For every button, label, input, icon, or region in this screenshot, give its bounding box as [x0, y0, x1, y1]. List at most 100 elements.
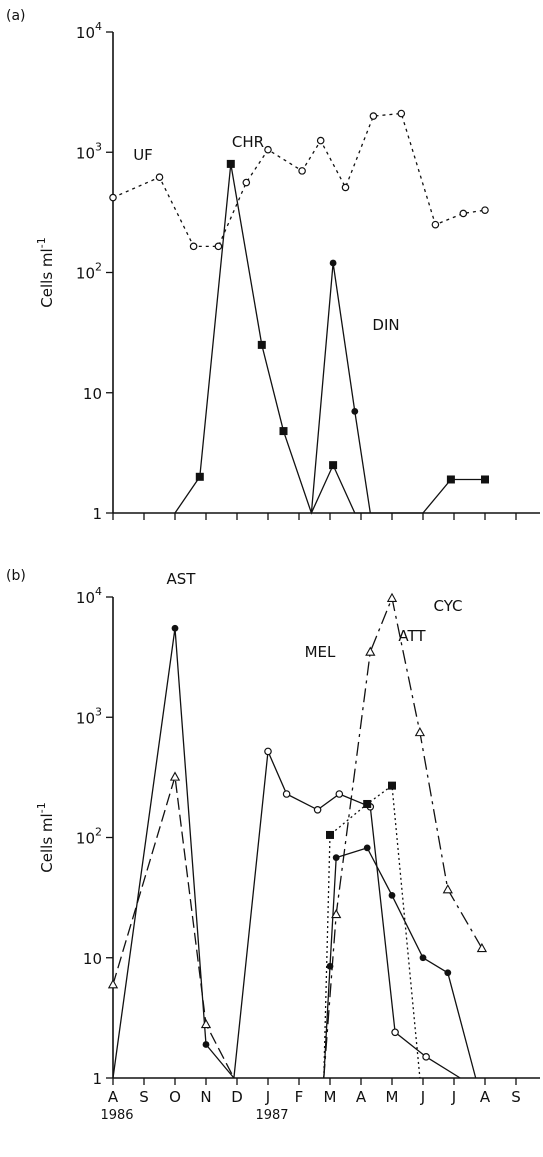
series-uf: UF [109, 109, 489, 251]
series-unnamed-4-point [419, 954, 427, 962]
series-uf-point [369, 112, 378, 120]
series-din-point [351, 407, 359, 415]
x-tick-label: J [451, 1088, 456, 1106]
series-cyc-point [365, 646, 376, 656]
series-att-point [388, 781, 396, 790]
series-uf-point [264, 145, 272, 154]
series-mel-point [335, 790, 344, 798]
series-mel-label: MEL [305, 643, 336, 661]
series-chr-point [195, 472, 204, 481]
y-tick-label: 103 [76, 140, 102, 162]
y-tick-label: 1 [92, 505, 102, 523]
series-uf-point [481, 206, 489, 214]
series-cyc-point [442, 884, 453, 894]
series-ast-point [171, 624, 179, 632]
x-tick-label: O [169, 1088, 181, 1106]
series-cyc: CYC [323, 592, 488, 1079]
x-tick-label: J [265, 1088, 270, 1106]
series-chr-point [329, 461, 338, 470]
y-tick-label: 102 [76, 261, 102, 283]
series-unnamed-1-point [169, 771, 181, 781]
series-chr-point [226, 159, 235, 168]
series-mel-point [264, 747, 272, 756]
series-unnamed-1-point [200, 1018, 212, 1029]
x-tick-label: A [356, 1088, 367, 1106]
series-uf-point [397, 109, 406, 118]
series-ast-line [112, 628, 235, 1079]
series-att-point [363, 799, 372, 808]
panel-a-label: (a) [6, 8, 26, 24]
y-tick-label: 104 [76, 20, 102, 42]
series-chr-point [257, 340, 266, 349]
x-tick-label: M [386, 1088, 399, 1106]
series-chr-point [481, 475, 489, 484]
series-unnamed-4-point [388, 891, 396, 899]
y-tick-label: 104 [76, 585, 102, 607]
series-chr-line [174, 163, 485, 515]
series-uf-point [341, 183, 350, 192]
x-tick-label: D [231, 1088, 243, 1106]
series-mel-point [313, 805, 322, 814]
series-unnamed-1-line [112, 776, 235, 1079]
x-year-label: 1986 [100, 1108, 133, 1123]
series-mel-point [391, 1028, 399, 1037]
x-tick-label: S [139, 1088, 149, 1106]
series-unnamed-4-point [332, 854, 340, 862]
series-uf-point [298, 167, 306, 175]
series-uf-point [431, 220, 440, 229]
series-uf-point [155, 173, 164, 182]
x-tick-label: N [200, 1088, 211, 1106]
series-unnamed-4-point [363, 844, 371, 852]
x-tick-label: A [108, 1088, 119, 1106]
y-axis-label: Cells ml-1 [35, 237, 56, 307]
series-cyc-point [331, 908, 342, 919]
series-chr-label: CHR [232, 133, 264, 151]
series-uf-point [459, 209, 468, 218]
series-ast-label: AST [167, 570, 197, 588]
series-unnamed-1-point [107, 979, 119, 989]
x-tick-label: J [420, 1088, 425, 1106]
series-cyc-line [323, 595, 483, 1079]
series-unnamed-1 [107, 771, 235, 1079]
series-din: DIN [310, 259, 400, 514]
series-chr: CHR [174, 133, 489, 515]
y-tick-label: 10 [83, 385, 102, 403]
series-uf-point [316, 136, 325, 145]
series-att-point [326, 830, 334, 839]
series-ast: AST [112, 570, 235, 1079]
series-unnamed-4 [323, 844, 477, 1079]
x-tick-label: S [511, 1088, 521, 1106]
x-tick-label: F [295, 1088, 304, 1106]
series-din-point [329, 259, 337, 267]
panel-b-label: (b) [6, 568, 26, 584]
series-cyc-point [414, 726, 426, 737]
x-tick-label: A [480, 1088, 491, 1106]
series-unnamed-4-point [444, 969, 452, 977]
series-ast-point [202, 1041, 210, 1048]
panel-a: (a) 1 10 102 103 104 Cells ml-1 UF CHR DIN [6, 8, 540, 523]
series-att-line [323, 784, 421, 1079]
series-din-label: DIN [372, 316, 399, 334]
series-mel: MEL [233, 643, 461, 1079]
series-uf-point [242, 178, 251, 187]
series-uf-line [112, 112, 486, 247]
series-cyc-point [386, 592, 398, 602]
series-unnamed-4-line [323, 847, 477, 1079]
series-cyc-point [476, 942, 488, 953]
series-uf-point [189, 242, 198, 251]
x-year-label: 1987 [255, 1108, 288, 1123]
y-axis-label: Cells ml-1 [35, 802, 56, 872]
series-uf-point [214, 242, 223, 251]
series-att-label: ATT [398, 627, 426, 645]
series-att: ATT [323, 627, 426, 1079]
series-chr-point [446, 475, 455, 484]
series-uf-label: UF [133, 146, 153, 164]
series-chr-point [279, 427, 288, 436]
series-din-line [310, 262, 371, 514]
y-tick-label: 10 [83, 950, 102, 968]
panel-b: (b) 1 10 102 103 104 A S O N D J F M A M J J A S 1986 1987 Cel… [6, 568, 540, 1123]
y-tick-label: 102 [76, 826, 102, 848]
series-mel-point [282, 790, 291, 798]
series-mel-point [422, 1053, 430, 1061]
series-uf-point [109, 193, 117, 202]
